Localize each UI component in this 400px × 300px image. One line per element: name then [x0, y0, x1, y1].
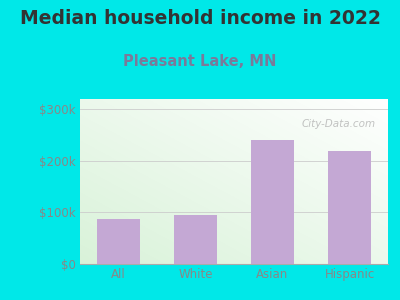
Bar: [174, 215, 217, 264]
Text: City-Data.com: City-Data.com: [302, 119, 376, 129]
Bar: [251, 140, 294, 264]
Bar: [328, 151, 371, 264]
Bar: [97, 219, 140, 264]
Text: Median household income in 2022: Median household income in 2022: [20, 9, 380, 28]
Text: Pleasant Lake, MN: Pleasant Lake, MN: [123, 54, 277, 69]
